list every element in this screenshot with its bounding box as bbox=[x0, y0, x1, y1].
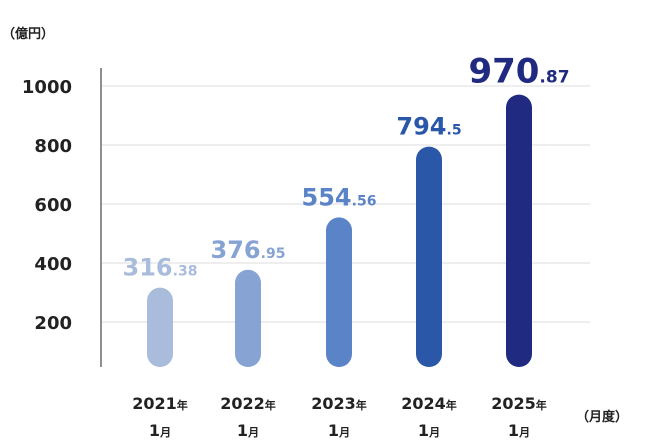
y-tick-label: 800 bbox=[34, 136, 72, 157]
x-category-month: 1月 bbox=[418, 421, 440, 440]
x-category-year: 2025年 bbox=[491, 394, 547, 413]
value-label: 794.5 bbox=[396, 113, 461, 141]
y-tick-label: 600 bbox=[34, 195, 72, 216]
bar bbox=[235, 269, 261, 367]
x-category-month: 1月 bbox=[149, 421, 171, 440]
y-tick-label: 1000 bbox=[22, 77, 72, 98]
x-unit-label: （月度） bbox=[576, 409, 628, 425]
value-label: 316.38 bbox=[123, 254, 198, 282]
bar bbox=[326, 217, 352, 367]
x-category-year: 2023年 bbox=[311, 394, 367, 413]
bar bbox=[416, 146, 442, 367]
value-label: 554.56 bbox=[302, 183, 377, 211]
x-category-year: 2022年 bbox=[220, 394, 276, 413]
y-axis: 200 400 600 800 1000 bbox=[22, 68, 102, 367]
bar bbox=[506, 94, 532, 367]
bar bbox=[147, 287, 173, 367]
y-unit-label: （億円） bbox=[2, 26, 54, 42]
bars bbox=[147, 94, 532, 367]
y-tick-label: 400 bbox=[34, 254, 72, 275]
x-category-month: 1月 bbox=[237, 421, 259, 440]
x-category-year: 2024年 bbox=[401, 394, 457, 413]
x-axis-labels: 2021年 1月 2022年 1月 2023年 1月 2024年 1月 2025年 1月 bbox=[132, 394, 547, 440]
x-category-year: 2021年 bbox=[132, 394, 188, 413]
y-tick-label: 200 bbox=[34, 313, 72, 334]
value-label: 376.95 bbox=[211, 236, 286, 264]
value-label: 970.87 bbox=[468, 52, 569, 92]
x-category-month: 1月 bbox=[328, 421, 350, 440]
x-category-month: 1月 bbox=[508, 421, 530, 440]
